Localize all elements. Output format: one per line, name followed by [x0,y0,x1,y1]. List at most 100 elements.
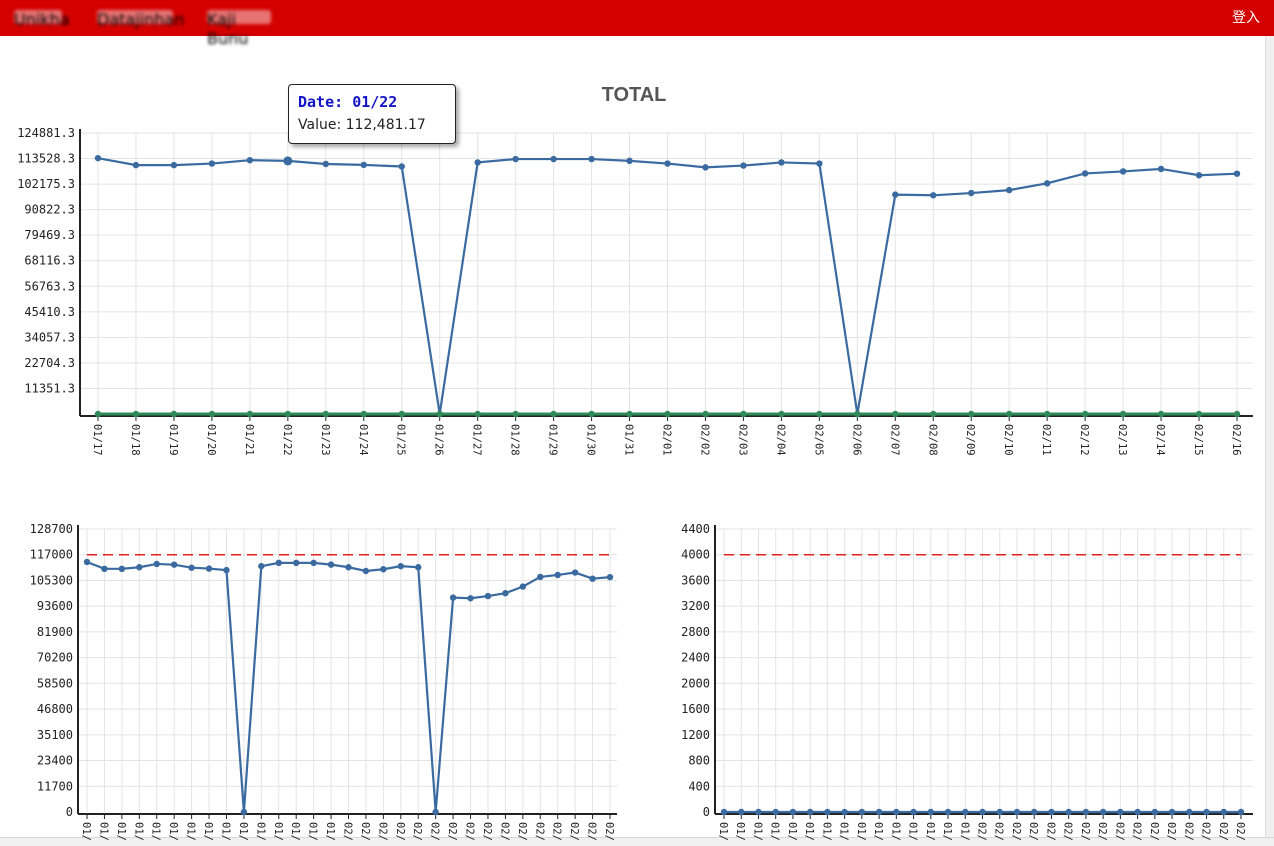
x-tick-label: 02/ [342,822,354,841]
y-tick-label: 4400 [681,522,710,536]
data-point [1157,165,1165,173]
y-tick-label: 34057.3 [24,330,75,344]
data-point [789,808,797,816]
data-point [550,155,557,163]
x-tick-label: 02/15 [1192,424,1204,456]
x-tick-label: 02/ [376,822,388,841]
data-point [246,410,254,418]
data-point [170,410,178,418]
data-point [132,161,140,169]
data-point [816,160,823,167]
data-point [1233,170,1241,177]
data-point [824,808,831,816]
data-point [892,191,899,198]
x-tick-label: 02/ [1217,822,1229,841]
data-point [1186,808,1193,816]
data-point [83,558,91,566]
data-point [626,410,633,418]
y-tick-label: 2000 [681,676,710,690]
data-point [293,559,300,567]
horizontal-scrollbar[interactable] [0,837,1274,846]
data-point [968,189,975,197]
x-tick-label: 01/17 [91,424,103,456]
data-point [1195,410,1203,418]
x-tick-label: 01/31 [623,424,635,456]
data-point [275,559,282,567]
data-point [841,808,848,816]
data-point [858,808,866,816]
x-tick-label: 02/16 [1230,424,1242,456]
x-tick-label: 01/28 [509,424,521,456]
data-point [398,163,405,170]
login-link[interactable]: 登入 [1232,10,1260,26]
y-tick-label: 0 [703,805,710,819]
x-tick-label: 01/ [803,822,815,841]
data-point [537,573,544,581]
x-tick-label: 02/10 [1002,424,1014,456]
data-point [740,410,747,418]
x-tick-label: 01/ [115,822,127,841]
y-tick-label: 58500 [37,676,73,690]
x-tick-label: 01/20 [205,424,217,456]
data-point [1203,808,1210,816]
data-point [588,410,595,418]
x-tick-label: 01/22 [281,424,293,456]
x-tick-label: 02/ [568,822,580,841]
x-tick-label: 01/18 [129,424,141,456]
vertical-scrollbar[interactable] [1265,36,1274,838]
data-point [930,410,937,418]
x-tick-label: 02/ [1200,822,1212,841]
x-tick-label: 01/ [889,822,901,841]
y-tick-label: 46800 [37,702,73,716]
x-tick-label: 01/ [219,822,231,841]
y-tick-label: 2400 [681,651,710,665]
data-point [519,583,527,590]
x-tick-label: 02/09 [964,424,976,456]
x-tick-label: 02/06 [850,424,862,456]
data-point [310,559,317,567]
x-tick-label: 02/ [446,822,458,841]
data-point [1237,808,1245,816]
data-point [664,160,671,167]
y-tick-label: 22704.3 [24,356,75,370]
data-point [94,410,102,418]
y-tick-label: 3200 [681,599,710,613]
y-tick-label: 93600 [37,599,73,613]
data-point [589,575,596,582]
y-tick-label: 90822.3 [24,203,75,217]
x-tick-label: 02/ [411,822,423,841]
data-point [362,567,370,575]
x-tick-label: 02/ [1148,822,1160,841]
x-tick-label: 01/ [272,822,284,841]
data-point [1233,410,1241,418]
data-point [1099,808,1107,816]
x-tick-label: 01/ [80,822,92,841]
x-tick-label: 02/ [1113,822,1125,841]
data-point [778,159,785,166]
x-tick-label: 01/ [820,822,832,841]
x-tick-label: 01/ [167,822,179,841]
data-point [512,155,519,163]
x-tick-label: 02/ [1096,822,1108,841]
x-tick-label: 02/ [1027,822,1039,841]
data-point [702,410,709,418]
x-tick-label: 01/ [907,822,919,841]
tooltip-value: Value: 112,481.17 [298,117,426,133]
data-point [910,808,917,816]
data-point [1081,170,1089,177]
data-point [512,410,519,418]
x-tick-label: 02/05 [812,424,824,456]
x-tick-label: 01/25 [395,424,407,456]
y-tick-label: 11700 [37,779,73,793]
y-tick-label: 105300 [30,573,73,587]
x-tick-label: 01/19 [167,424,179,456]
data-point [1117,808,1124,816]
data-point [398,410,405,418]
x-tick-label: 02/07 [888,424,900,456]
data-point [1043,180,1051,187]
data-point [854,410,861,418]
data-point [136,564,143,571]
x-tick-label: 02/04 [774,424,786,456]
